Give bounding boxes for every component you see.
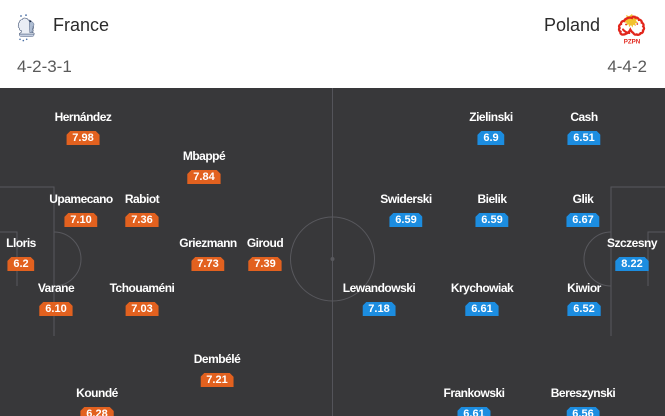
svg-text:PZPN: PZPN [624, 39, 641, 46]
